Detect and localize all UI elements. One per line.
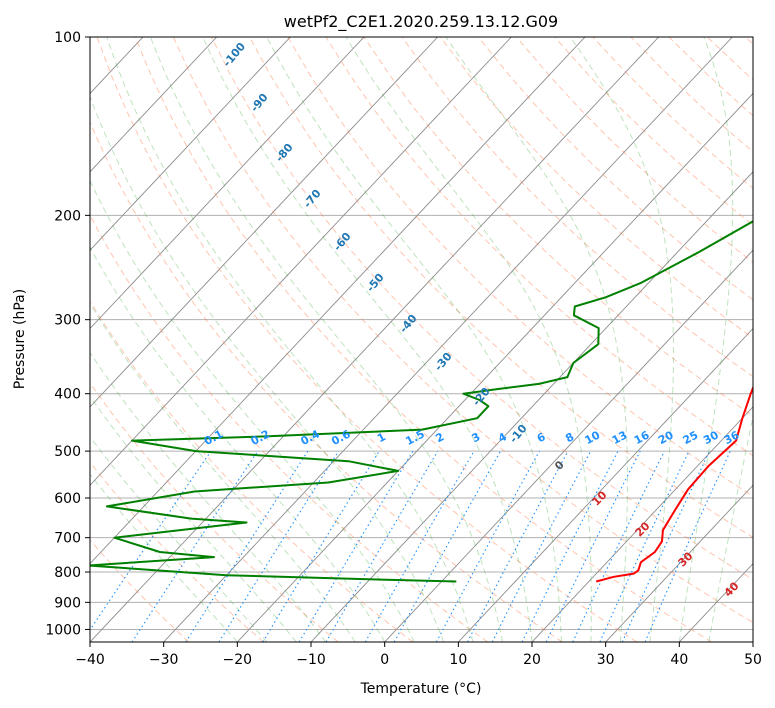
x-tick-label: 50 <box>744 652 762 668</box>
y-tick-label: 100 <box>54 30 81 46</box>
y-axis-title: Pressure (hPa) <box>12 289 28 389</box>
mixing-ratio-line <box>467 450 569 642</box>
moist-adiabat <box>445 37 628 642</box>
y-tick-label: 700 <box>54 531 81 547</box>
moist-adiabat <box>90 302 356 642</box>
mixing-ratio-label: 20 <box>656 428 676 447</box>
mixing-ratio-line <box>298 450 414 642</box>
background-lines <box>90 37 753 642</box>
dry-adiabat <box>478 37 753 301</box>
y-tick-label: 900 <box>54 595 81 611</box>
dry-adiabat <box>90 120 563 642</box>
moist-adiabat <box>678 37 734 642</box>
mixing-ratio-line <box>435 450 540 642</box>
x-tick-label: 0 <box>380 652 389 668</box>
x-axis-title: Temperature (°C) <box>360 681 482 697</box>
plot-area <box>90 37 753 642</box>
temperature-line <box>595 385 753 583</box>
moist-adiabat <box>202 37 533 642</box>
x-tick-label: 10 <box>449 652 467 668</box>
y-tick-label: 800 <box>54 565 81 581</box>
y-tick-label: 200 <box>54 208 81 224</box>
series-layer <box>90 220 753 583</box>
y-tick-label: 500 <box>54 444 81 460</box>
x-tick-label: 30 <box>597 652 615 668</box>
mixing-ratio-line <box>218 450 340 642</box>
moist-adiabat <box>106 37 474 642</box>
mixing-ratio-label: 36 <box>722 428 742 447</box>
dry-adiabat <box>90 461 264 642</box>
mixing-ratio-label: 25 <box>681 428 701 447</box>
mixing-ratio-label: 13 <box>610 428 630 447</box>
mixing-ratio-line <box>90 450 212 631</box>
isotherm <box>237 92 753 642</box>
isotherm <box>90 37 218 173</box>
moist-adiabat <box>569 37 675 642</box>
dry-adiabat <box>90 214 488 642</box>
x-tick-label: −10 <box>296 652 326 668</box>
y-axis: 100 200 300 400 500 600 700 800 900 1000 <box>45 30 90 638</box>
moist-adiabat <box>345 37 592 642</box>
dry-adiabat <box>90 382 339 642</box>
mixing-ratio-line <box>262 450 380 642</box>
isotherm <box>605 484 753 642</box>
moist-adiabat <box>90 395 297 642</box>
dry-adiabat <box>134 37 712 642</box>
dry-adiabat <box>90 300 414 642</box>
mixing-ratio-line <box>131 450 259 642</box>
isotherm <box>531 406 753 642</box>
isotherm <box>90 37 365 330</box>
dry-adiabat <box>96 37 638 642</box>
dewpoint-line <box>90 220 753 583</box>
x-tick-label: −40 <box>75 652 105 668</box>
dry-adiabat <box>90 539 190 642</box>
isotherm <box>90 37 660 642</box>
dry-adiabat <box>211 37 753 581</box>
mixing-ratio-label: 30 <box>701 428 721 447</box>
mixing-ratio-line <box>185 450 309 642</box>
chart-title: wetPf2_C2E1.2020.259.13.12.G09 <box>284 12 558 32</box>
mixing-ratio-line <box>545 450 641 642</box>
isotherm <box>458 327 753 642</box>
moist-adiabat <box>90 95 445 642</box>
isotherm <box>90 37 439 408</box>
isotherm <box>90 37 512 486</box>
moist-adiabat <box>266 37 562 642</box>
isotherm <box>90 37 291 251</box>
mixing-ratio-label: 10 <box>583 428 603 447</box>
moist-adiabat <box>90 179 415 642</box>
moist-adiabat <box>90 351 327 642</box>
moist-adiabat <box>150 37 503 642</box>
dry-adiabat <box>287 37 753 497</box>
dry-adiabat <box>249 37 753 539</box>
mixing-ratio-line <box>325 450 439 642</box>
mixing-ratio-line <box>599 450 690 642</box>
x-axis: −40 −30 −20 −10 0 10 20 30 40 50 <box>75 642 762 668</box>
x-tick-label: 20 <box>523 652 541 668</box>
isotherm <box>90 37 586 565</box>
plot-frame <box>89 36 754 643</box>
mixing-ratio-label: 16 <box>632 428 652 447</box>
isotherm <box>163 37 733 642</box>
isotherm <box>384 249 753 642</box>
x-tick-label: −30 <box>149 652 179 668</box>
y-tick-label: 300 <box>54 313 81 329</box>
x-tick-label: −20 <box>223 652 253 668</box>
x-tick-label: 40 <box>670 652 688 668</box>
y-tick-label: 1000 <box>45 622 81 638</box>
y-tick-label: 400 <box>54 387 81 403</box>
moist-adiabat <box>708 414 753 642</box>
y-tick-label: 600 <box>54 491 81 507</box>
isotherm <box>310 171 753 642</box>
mixing-ratio-line <box>572 450 665 642</box>
dry-adiabat <box>172 37 753 624</box>
